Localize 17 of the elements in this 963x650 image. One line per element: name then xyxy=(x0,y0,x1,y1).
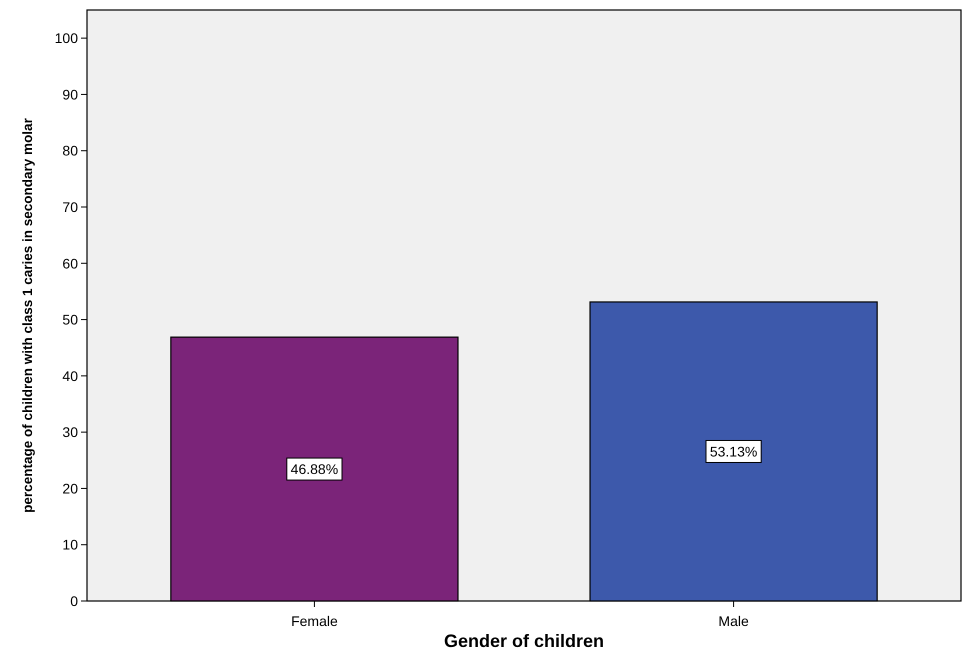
data-label: 53.13% xyxy=(710,443,758,460)
data-label: 46.88% xyxy=(290,461,338,478)
y-axis-title: percentage of children with class 1 caries in secondary molar xyxy=(20,117,35,513)
y-tick-label: 40 xyxy=(62,368,78,384)
y-tick-label: 10 xyxy=(62,536,78,553)
y-tick-label: 60 xyxy=(62,255,78,272)
y-tick-label: 0 xyxy=(70,593,78,609)
y-tick-label: 80 xyxy=(62,142,78,159)
y-tick-label: 50 xyxy=(62,312,78,328)
x-tick-label: Female xyxy=(291,613,338,629)
y-tick-label: 30 xyxy=(62,424,78,440)
y-tick-label: 20 xyxy=(62,480,78,496)
x-tick-label: Male xyxy=(718,613,749,629)
y-tick-label: 70 xyxy=(62,199,78,215)
x-axis-title: Gender of children xyxy=(444,631,604,650)
y-tick-label: 90 xyxy=(62,86,78,102)
y-tick-label: 100 xyxy=(54,30,78,46)
